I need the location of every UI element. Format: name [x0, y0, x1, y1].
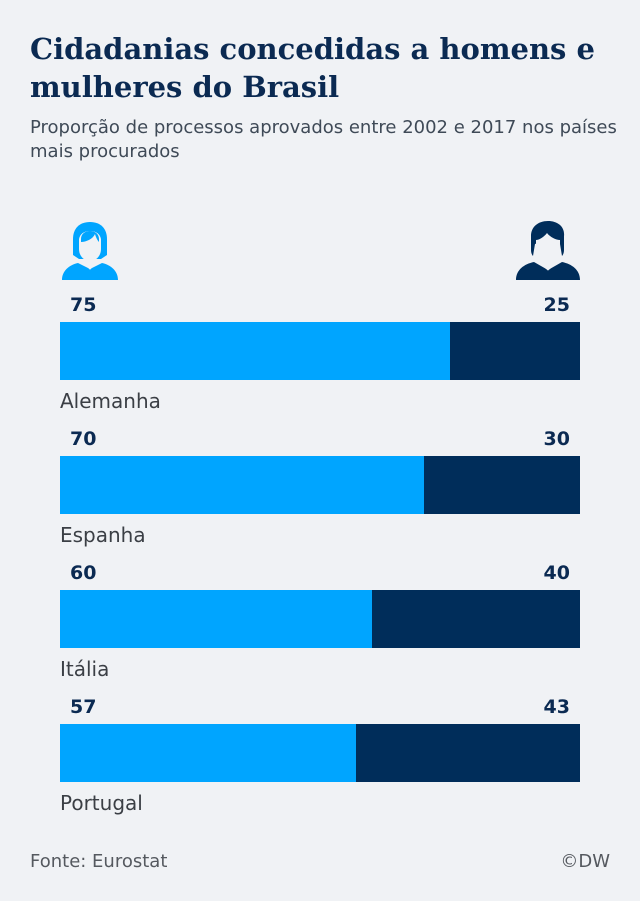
women-bar-segment	[60, 322, 450, 380]
women-value-label: 75	[70, 294, 97, 316]
male-person-icon	[516, 221, 580, 280]
country-label: Espanha	[60, 523, 146, 547]
country-label: Alemanha	[60, 389, 161, 413]
stacked-bar	[60, 724, 580, 782]
bar-row: 60 40 Itália	[60, 556, 580, 690]
bar-row: 70 30 Espanha	[60, 422, 580, 556]
copyright-credit: ©DW	[560, 851, 610, 872]
chart-title: Cidadanias concedidas a homens e mulhere…	[30, 32, 595, 104]
stacked-bar	[60, 456, 580, 514]
men-value-label: 40	[543, 562, 570, 584]
men-bar-segment	[372, 590, 580, 648]
bar-row: 57 43 Portugal	[60, 690, 580, 824]
women-value-label: 70	[70, 428, 97, 450]
stacked-bar-chart: 75 25 Alemanha 70 30 Espanha 60 40 Itália 57 43 Por…	[60, 288, 580, 824]
stacked-bar	[60, 322, 580, 380]
women-bar-segment	[60, 724, 357, 782]
stacked-bar	[60, 590, 580, 648]
chart-subtitle: Proporção de processos aprovados entre 2…	[30, 117, 617, 162]
country-label: Portugal	[60, 791, 143, 815]
men-value-label: 25	[543, 294, 570, 316]
women-value-label: 60	[70, 562, 97, 584]
bar-row: 75 25 Alemanha	[60, 288, 580, 422]
men-value-label: 43	[543, 696, 570, 718]
men-bar-segment	[450, 322, 580, 380]
women-value-label: 57	[70, 696, 97, 718]
men-bar-segment	[356, 724, 580, 782]
country-label: Itália	[60, 657, 110, 681]
men-bar-segment	[424, 456, 580, 514]
women-bar-segment	[60, 456, 424, 514]
female-person-icon	[62, 222, 118, 280]
source-note: Fonte: Eurostat	[30, 851, 168, 872]
women-bar-segment	[60, 590, 372, 648]
men-value-label: 30	[543, 428, 570, 450]
